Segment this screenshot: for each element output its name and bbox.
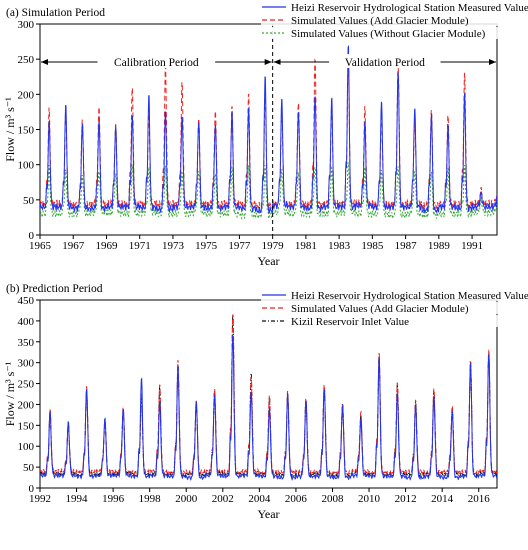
period-label: Calibration Period [114,57,199,69]
y-axis-title: Flow / m³ s⁻¹ [3,361,17,426]
x-tick-label: 1971 [129,240,151,252]
legend-bg [261,315,521,327]
legend-bg [261,14,521,26]
x-tick-label: 2000 [175,493,198,505]
x-tick-label: 1992 [29,493,51,505]
y-tick-label: 250 [18,379,35,391]
x-tick-label: 1977 [228,240,251,252]
legend-bg [261,1,521,13]
legend-bg [261,302,521,314]
y-axis-title: Flow / m³ s⁻¹ [3,97,17,162]
x-tick-label: 2006 [285,493,308,505]
legend-bg [261,289,521,301]
series-line-1 [40,45,497,215]
x-tick-label: 1985 [361,240,384,252]
y-tick-label: 150 [18,125,35,137]
x-tick-label: 2014 [431,493,454,505]
y-tick-label: 200 [18,399,35,411]
y-tick-label: 350 [18,337,35,349]
x-tick-label: 1987 [395,240,418,252]
x-tick-label: 1965 [29,240,52,252]
y-tick-label: 0 [29,483,35,495]
plot-frame [39,299,498,489]
y-tick-label: 450 [18,295,35,307]
x-tick-label: 2016 [468,493,491,505]
x-tick-label: 1979 [262,240,285,252]
panel-b: 1992 1994 1996 1998 2000 2002 2004 2006 2008 2010… [3,283,528,521]
x-tick-label: 1967 [62,240,85,252]
period-label: Validation Period [345,57,425,69]
x-tick-label: 2010 [358,493,381,505]
y-tick-label: 250 [18,54,35,66]
y-tick-label: 400 [18,316,35,328]
x-tick-label: 1998 [139,493,162,505]
legend-label: Simulated Values (Add Glacier Module) [291,15,469,27]
x-axis-title: Year [257,507,279,521]
series-line-3 [40,162,497,220]
x-tick-label: 2002 [212,493,234,505]
legend-bg [261,27,521,39]
x-tick-label: 1975 [195,240,218,252]
period-label-bg [97,54,216,68]
panel-a: 1965 1967 1969 1971 1973 1975 1977 1979 1981 1983… [3,1,528,268]
series-line-1 [40,335,497,481]
y-tick-label: 300 [18,358,35,370]
y-tick-label: 0 [29,230,35,242]
y-tick-label: 100 [18,160,35,172]
x-tick-label: 1969 [95,240,118,252]
x-tick-label: 1989 [428,240,451,252]
legend-label: Heizi Reservoir Hydrological Station Mea… [291,2,528,14]
x-tick-label: 2008 [321,493,344,505]
x-tick-label: 1983 [328,240,351,252]
period-label-bg [329,54,441,68]
x-tick-label: 1981 [295,240,317,252]
x-tick-label: 1994 [66,493,89,505]
x-tick-label: 2004 [248,493,271,505]
series-line-3 [40,315,497,478]
x-tick-label: 2012 [395,493,417,505]
x-tick-label: 1991 [461,240,483,252]
y-tick-label: 200 [18,89,35,101]
legend-label: Simulated Values (Without Glacier Module… [291,28,486,40]
legend-label: Kizil Reservoir Inlet Value [291,316,409,328]
y-tick-label: 150 [18,420,35,432]
y-tick-label: 50 [23,195,35,207]
x-tick-label: 1973 [162,240,185,252]
legend-label: Heizi Reservoir Hydrological Station Mea… [291,290,528,302]
x-axis-title: Year [257,254,279,268]
series-line-2 [40,314,497,476]
panel-label: (a) Simulation Period [6,7,105,19]
y-tick-label: 300 [18,19,35,31]
y-tick-label: 50 [23,462,35,474]
legend-label: Simulated Values (Add Glacier Module) [291,303,469,315]
panel-label: (b) Prediction Period [6,283,103,295]
x-tick-label: 1996 [102,493,125,505]
y-tick-label: 100 [18,441,35,453]
